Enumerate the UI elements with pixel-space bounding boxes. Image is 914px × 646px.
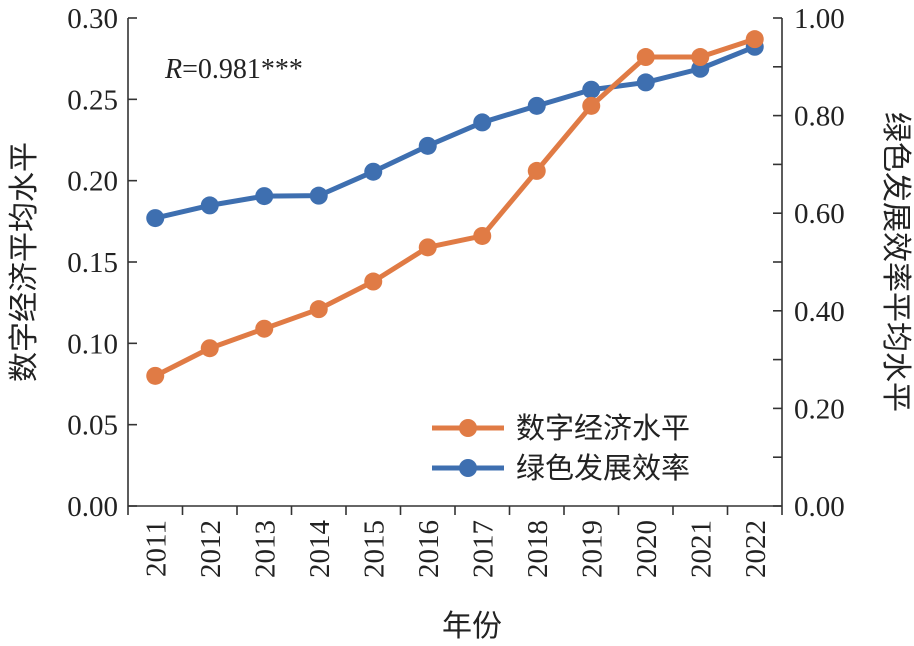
data-point (146, 366, 165, 385)
y-right-tick-label: 0.60 (794, 198, 845, 230)
data-point (582, 80, 601, 99)
data-point (146, 209, 165, 228)
y-axis-left-title: 数字经济平均水平 (8, 142, 41, 382)
x-axis-title: 年份 (442, 610, 502, 643)
x-tick-label: 2012 (195, 520, 227, 578)
data-point (200, 196, 219, 215)
x-tick-label: 2014 (304, 520, 336, 579)
legend-label: 数字经济水平 (516, 412, 690, 445)
data-point (200, 339, 219, 358)
data-point (636, 48, 655, 67)
x-tick-label: 2011 (140, 520, 172, 577)
data-point (309, 186, 328, 205)
legend-swatch-marker (459, 419, 477, 437)
data-point (418, 238, 437, 257)
data-point (527, 96, 546, 115)
x-tick-label: 2016 (413, 520, 445, 578)
x-tick-label: 2018 (522, 520, 554, 578)
y-left-tick-label: 0.15 (67, 247, 118, 279)
x-tick-label: 2013 (249, 520, 281, 578)
legend-swatch-marker (459, 459, 477, 477)
x-tick-label: 2020 (631, 520, 663, 578)
data-point (364, 162, 383, 181)
data-point (745, 30, 764, 49)
y-left-tick-label: 0.25 (67, 84, 118, 116)
data-point (527, 161, 546, 180)
data-point (255, 187, 274, 206)
x-tick-label: 2022 (740, 520, 772, 578)
series-layer (146, 30, 764, 385)
data-point (582, 96, 601, 115)
y-right-tick-label: 1.00 (794, 3, 845, 35)
y-right-tick-label: 0.20 (794, 393, 845, 425)
data-point (309, 300, 328, 319)
x-tick-label: 2021 (685, 520, 717, 578)
data-point (636, 73, 655, 92)
legend-label: 绿色发展效率 (516, 452, 690, 485)
correlation-annotation: R=0.981*** (164, 54, 303, 85)
y-right-tick-label: 0.80 (794, 101, 845, 133)
y-right-tick-label: 0.00 (794, 491, 845, 523)
data-point (255, 319, 274, 338)
ticks: 0.00 0.05 0.10 0.15 0.20 0.25 0.30 0.00 0.20 0.40… (67, 3, 845, 578)
y-left-tick-label: 0.00 (67, 491, 118, 523)
x-tick-label: 2019 (576, 520, 608, 578)
series-line (152, 36, 758, 379)
data-point (473, 226, 492, 245)
x-tick-label: 2015 (358, 520, 390, 578)
data-point (418, 136, 437, 155)
y-left-tick-label: 0.20 (67, 166, 118, 198)
data-point (691, 48, 710, 67)
y-axis-right-title: 绿色发展效率平均水平 (879, 112, 912, 412)
y-left-tick-label: 0.30 (67, 3, 118, 35)
data-point (473, 113, 492, 132)
y-left-tick-label: 0.10 (67, 328, 118, 360)
x-tick-label: 2017 (467, 520, 499, 578)
y-left-tick-label: 0.05 (67, 410, 118, 442)
y-right-tick-label: 0.40 (794, 296, 845, 328)
data-point (364, 272, 383, 291)
series-line (152, 44, 758, 221)
